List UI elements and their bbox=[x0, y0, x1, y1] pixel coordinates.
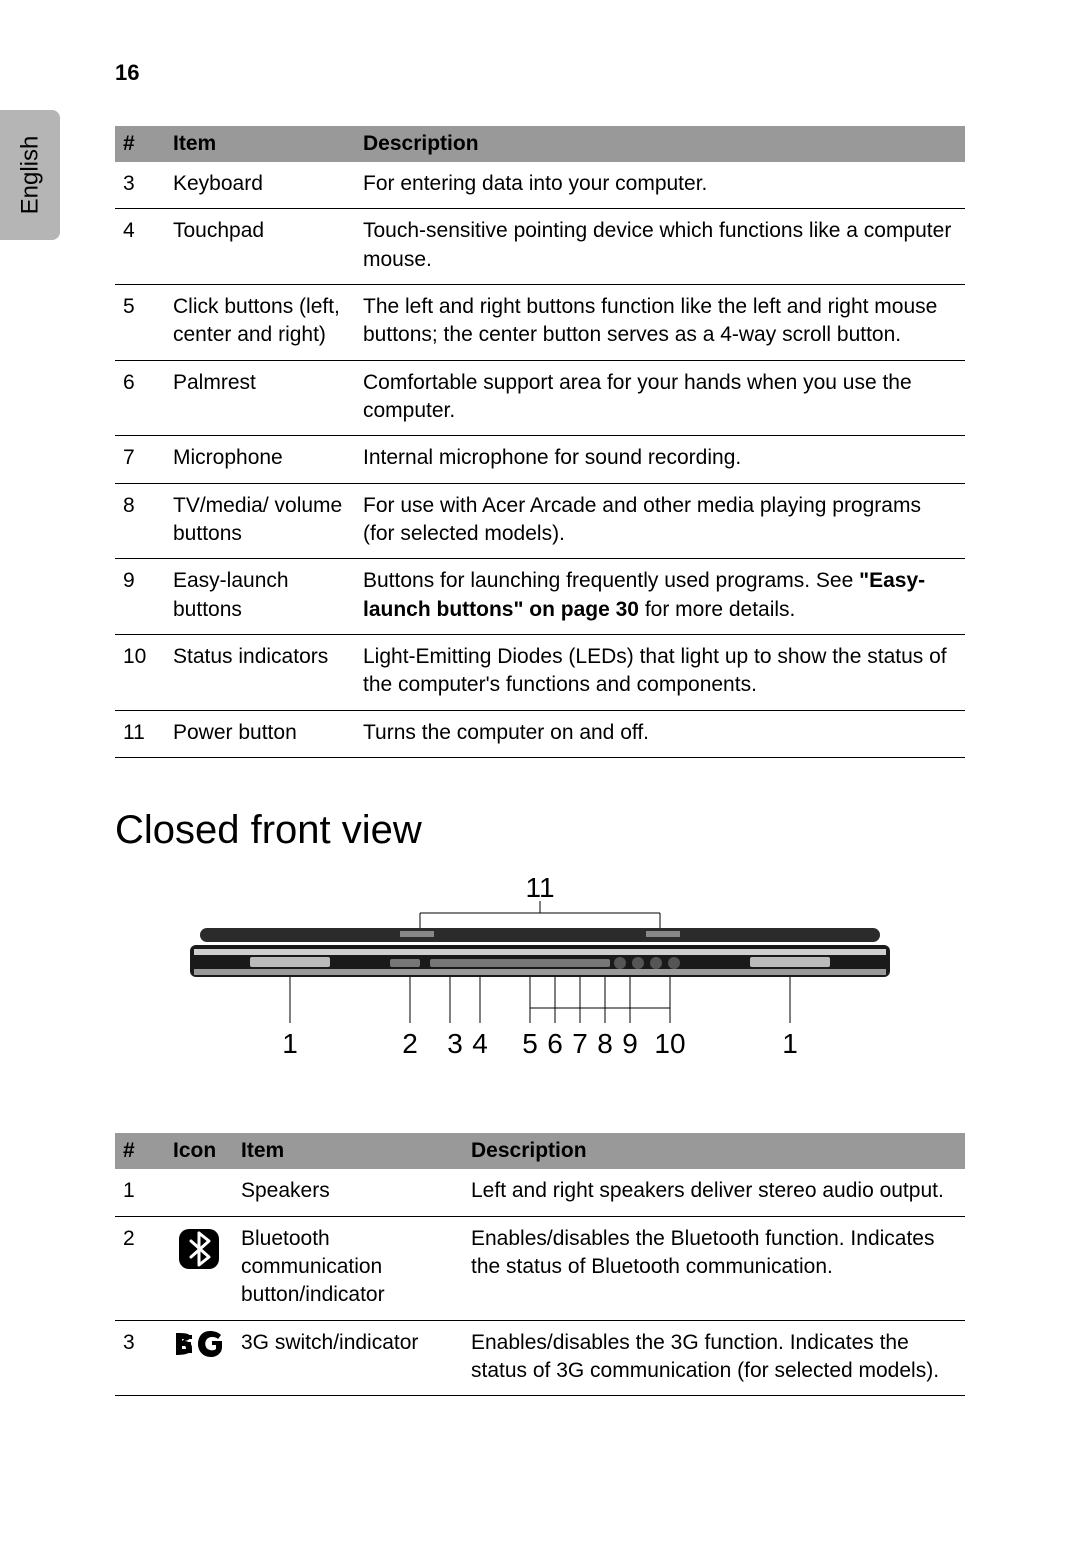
cell-num: 3 bbox=[115, 162, 165, 209]
bluetooth-icon bbox=[177, 1227, 221, 1271]
callout-label: 1 bbox=[782, 1028, 798, 1059]
cell-item: 3G switch/indicator bbox=[233, 1320, 463, 1396]
callout-label: 6 bbox=[547, 1028, 563, 1059]
col-header-item: Item bbox=[165, 126, 355, 162]
table-row: 7 Microphone Internal microphone for sou… bbox=[115, 436, 965, 483]
table-row: 6 Palmrest Comfortable support area for … bbox=[115, 360, 965, 436]
components-table-2: # Icon Item Description 1 Speakers Left … bbox=[115, 1133, 965, 1396]
col-header-num: # bbox=[115, 1133, 165, 1169]
cell-item: Microphone bbox=[165, 436, 355, 483]
col-header-icon: Icon bbox=[165, 1133, 233, 1169]
cell-item: Speakers bbox=[233, 1169, 463, 1216]
table-row: 5 Click buttons (left, center and right)… bbox=[115, 285, 965, 361]
cell-icon bbox=[165, 1169, 233, 1216]
cell-icon bbox=[165, 1216, 233, 1320]
cell-icon bbox=[165, 1320, 233, 1396]
cell-desc: For entering data into your computer. bbox=[355, 162, 965, 209]
cell-num: 10 bbox=[115, 635, 165, 711]
components-table-1: # Item Description 3 Keyboard For enteri… bbox=[115, 126, 965, 758]
cell-desc: The left and right buttons function like… bbox=[355, 285, 965, 361]
table-row: 9 Easy-launch buttons Buttons for launch… bbox=[115, 559, 965, 635]
cell-item: Bluetooth communication button/indicator bbox=[233, 1216, 463, 1320]
cell-desc: Enables/disables the 3G function. Indica… bbox=[463, 1320, 965, 1396]
section-heading: Closed front view bbox=[115, 808, 965, 853]
callout-label: 9 bbox=[622, 1028, 638, 1059]
cell-desc: Light-Emitting Diodes (LEDs) that light … bbox=[355, 635, 965, 711]
cell-desc: Left and right speakers deliver stereo a… bbox=[463, 1169, 965, 1216]
table-row: 10 Status indicators Light-Emitting Diod… bbox=[115, 635, 965, 711]
cell-item: Status indicators bbox=[165, 635, 355, 711]
cell-desc: Turns the computer on and off. bbox=[355, 710, 965, 757]
cell-item: Touchpad bbox=[165, 209, 355, 285]
table-row: 8 TV/media/ volume buttons For use with … bbox=[115, 483, 965, 559]
cell-num: 3 bbox=[115, 1320, 165, 1396]
table-row: 2 Bluetooth communication button/indicat… bbox=[115, 1216, 965, 1320]
cell-item: Easy-launch buttons bbox=[165, 559, 355, 635]
cell-desc: Buttons for launching frequently used pr… bbox=[355, 559, 965, 635]
cell-num: 5 bbox=[115, 285, 165, 361]
callout-label: 5 bbox=[522, 1028, 538, 1059]
cell-item: Click buttons (left, center and right) bbox=[165, 285, 355, 361]
cell-num: 11 bbox=[115, 710, 165, 757]
callout-label: 1 bbox=[282, 1028, 298, 1059]
cell-num: 9 bbox=[115, 559, 165, 635]
cell-desc: Enables/disables the Bluetooth function.… bbox=[463, 1216, 965, 1320]
callout-label: 8 bbox=[597, 1028, 613, 1059]
closed-front-diagram: 11 bbox=[180, 873, 900, 1093]
3g-icon bbox=[174, 1331, 224, 1357]
cell-num: 6 bbox=[115, 360, 165, 436]
cell-num: 7 bbox=[115, 436, 165, 483]
table-row: 11 Power button Turns the computer on an… bbox=[115, 710, 965, 757]
table-row: 4 Touchpad Touch-sensitive pointing devi… bbox=[115, 209, 965, 285]
table-row: 3 3G switch/indicator Enables/disables t… bbox=[115, 1320, 965, 1396]
col-header-num: # bbox=[115, 126, 165, 162]
col-header-desc: Description bbox=[463, 1133, 965, 1169]
cell-desc: Touch-sensitive pointing device which fu… bbox=[355, 209, 965, 285]
page-number: 16 bbox=[115, 60, 965, 86]
table-header-row: # Item Description bbox=[115, 126, 965, 162]
language-tab-label: English bbox=[16, 136, 44, 215]
desc-post: for more details. bbox=[639, 598, 795, 621]
cell-item: Power button bbox=[165, 710, 355, 757]
table-row: 3 Keyboard For entering data into your c… bbox=[115, 162, 965, 209]
col-header-item: Item bbox=[233, 1133, 463, 1169]
cell-item: Palmrest bbox=[165, 360, 355, 436]
callout-top: 11 bbox=[525, 873, 554, 903]
page: 16 English # Item Description 3 Keyboard… bbox=[0, 0, 1080, 1549]
col-header-desc: Description bbox=[355, 126, 965, 162]
cell-num: 2 bbox=[115, 1216, 165, 1320]
cell-desc: For use with Acer Arcade and other media… bbox=[355, 483, 965, 559]
callout-label: 2 bbox=[402, 1028, 418, 1059]
callout-label: 3 bbox=[447, 1028, 463, 1059]
cell-num: 8 bbox=[115, 483, 165, 559]
table-row: 1 Speakers Left and right speakers deliv… bbox=[115, 1169, 965, 1216]
callout-label: 7 bbox=[572, 1028, 588, 1059]
callout-label: 4 bbox=[472, 1028, 488, 1059]
cell-num: 1 bbox=[115, 1169, 165, 1216]
table-header-row: # Icon Item Description bbox=[115, 1133, 965, 1169]
cell-num: 4 bbox=[115, 209, 165, 285]
cell-item: Keyboard bbox=[165, 162, 355, 209]
cell-item: TV/media/ volume buttons bbox=[165, 483, 355, 559]
desc-pre: Buttons for launching frequently used pr… bbox=[363, 569, 859, 592]
cell-desc: Internal microphone for sound recording. bbox=[355, 436, 965, 483]
callout-label: 10 bbox=[654, 1028, 685, 1059]
language-tab: English bbox=[0, 110, 60, 240]
cell-desc: Comfortable support area for your hands … bbox=[355, 360, 965, 436]
